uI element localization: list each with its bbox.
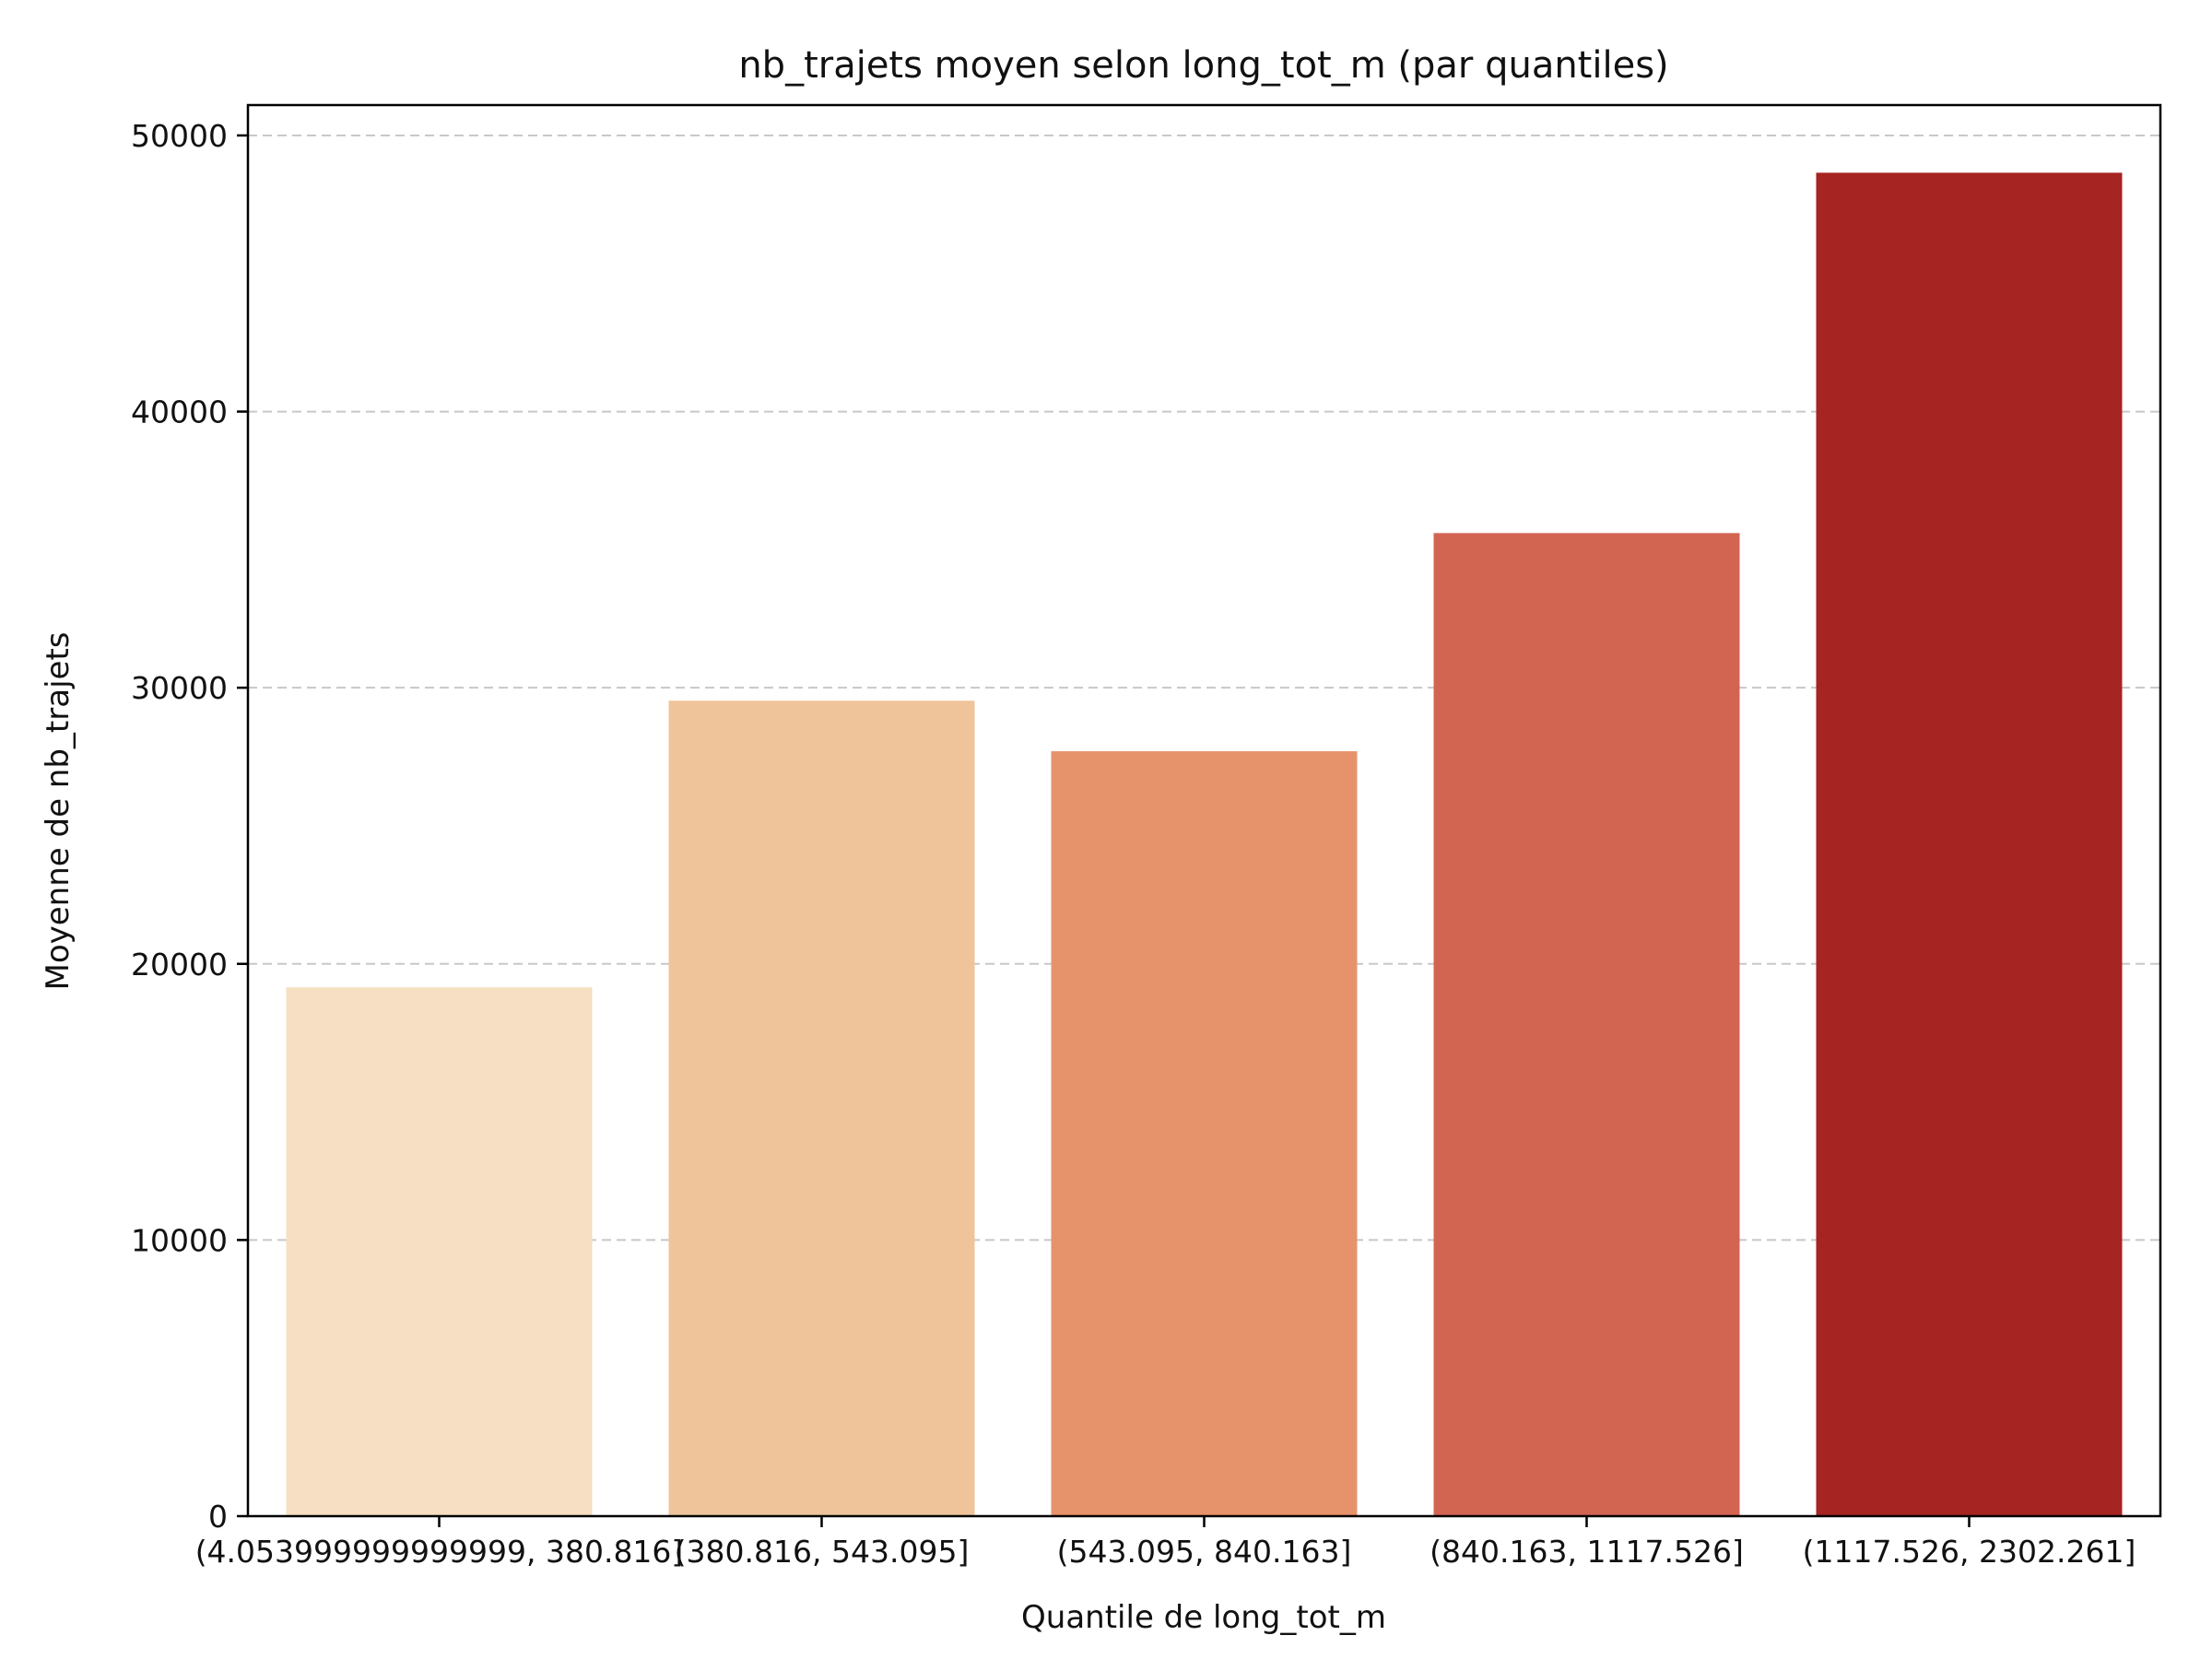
y-axis-label: Moyenne de nb_trajets: [40, 632, 76, 991]
y-tick-label: 50000: [131, 118, 228, 154]
y-tick-label: 0: [208, 1499, 228, 1535]
bar: [668, 700, 975, 1516]
y-tick-label: 10000: [131, 1222, 228, 1258]
bar: [1051, 751, 1358, 1516]
x-axis-label: Quantile de long_tot_m: [1021, 1599, 1386, 1636]
bar: [286, 987, 593, 1516]
x-tick-label: (4.053999999999999, 380.816]: [195, 1534, 684, 1570]
chart-title: nb_trajets moyen selon long_tot_m (par q…: [738, 44, 1668, 87]
x-tick-label: (380.816, 543.095]: [675, 1534, 970, 1570]
x-tick-label: (543.095, 840.163]: [1057, 1534, 1352, 1570]
y-tick-label: 30000: [131, 670, 228, 706]
bar: [1433, 533, 1740, 1517]
y-tick-label: 20000: [131, 947, 228, 982]
y-tick-label: 40000: [131, 394, 228, 430]
bar: [1816, 172, 2123, 1517]
y-axis-ticks: 0 10000 20000 30000 40000 50000: [131, 118, 248, 1535]
bar-layer: [286, 172, 2123, 1517]
x-axis-ticks: (4.053999999999999, 380.816](380.816, 54…: [195, 1516, 2136, 1570]
x-tick-label: (1117.526, 2302.261]: [1803, 1534, 2136, 1570]
x-tick-label: (840.163, 1117.526]: [1430, 1534, 1744, 1570]
